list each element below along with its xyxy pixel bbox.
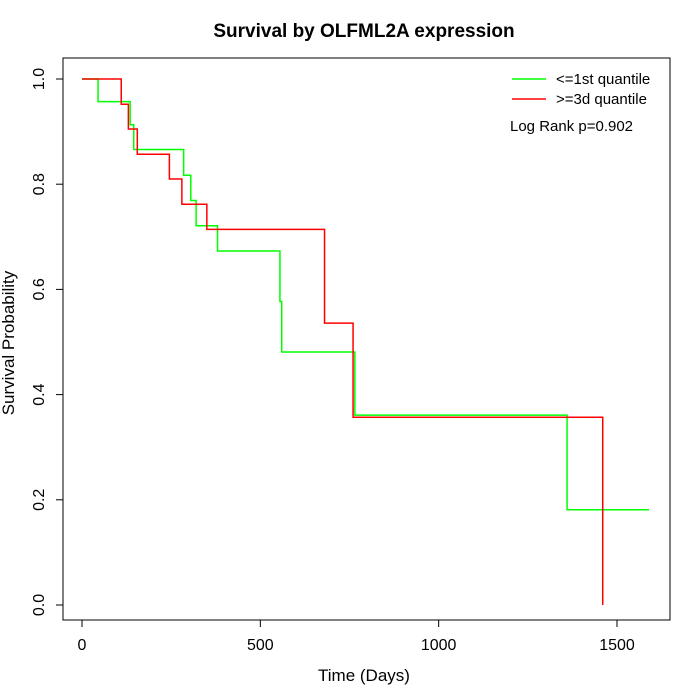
x-axis: 0 500 1000 1500 (78, 619, 635, 654)
y-axis: 0.0 0.2 0.4 0.6 0.8 1.0 (31, 68, 64, 616)
x-tick-label: 1500 (599, 637, 635, 654)
legend: <=1st quantile >=3d quantile Log Rank p=… (510, 71, 650, 135)
log-rank-annotation: Log Rank p=0.902 (510, 118, 633, 135)
legend-label-low: <=1st quantile (556, 71, 650, 88)
y-tick-label: 0.8 (31, 173, 48, 195)
x-tick-label: 1000 (421, 637, 457, 654)
y-tick-label: 0.4 (31, 383, 48, 405)
plot-area (62, 57, 671, 621)
y-tick-label: 0.6 (31, 278, 48, 300)
series-line-1 (82, 78, 604, 605)
x-tick-label: 500 (247, 637, 274, 654)
chart-title: Survival by OLFML2A expression (213, 21, 514, 42)
y-axis-label: Survival Probability (0, 270, 18, 415)
y-tick-label: 0.0 (31, 594, 48, 616)
x-tick-label: 0 (78, 637, 87, 654)
y-tick-label: 1.0 (31, 68, 48, 90)
y-tick-label: 0.2 (31, 489, 48, 511)
x-axis-label: Time (Days) (318, 666, 410, 685)
legend-label-high: >=3d quantile (556, 91, 647, 108)
series-line-0 (82, 78, 650, 511)
series-layer (82, 78, 650, 605)
